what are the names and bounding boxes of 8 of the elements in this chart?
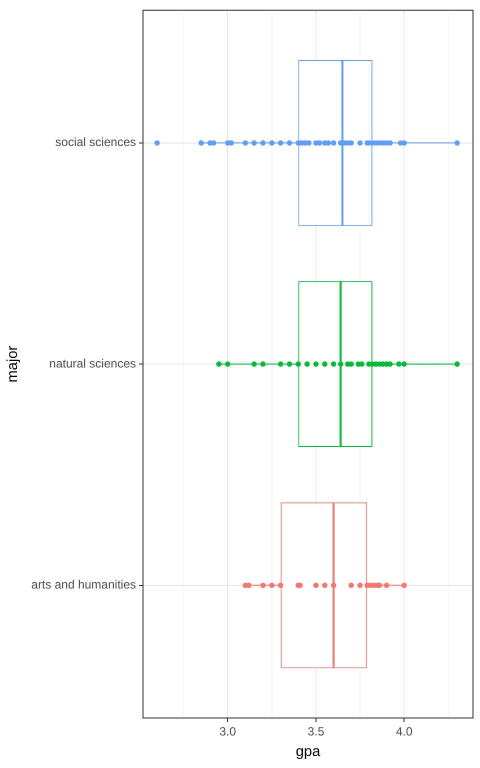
x-tick-label: 4.0 [396, 724, 413, 739]
x-axis-title: gpa [296, 744, 322, 760]
y-tick-label: social sciences [55, 135, 136, 150]
y-axis-title: major [4, 346, 21, 382]
y-tick-label: natural sciences [49, 356, 136, 370]
y-tick-label: arts and humanities [31, 578, 136, 592]
x-tick-label: 3.5 [308, 724, 325, 739]
x-tick-label: 3.0 [219, 724, 236, 739]
